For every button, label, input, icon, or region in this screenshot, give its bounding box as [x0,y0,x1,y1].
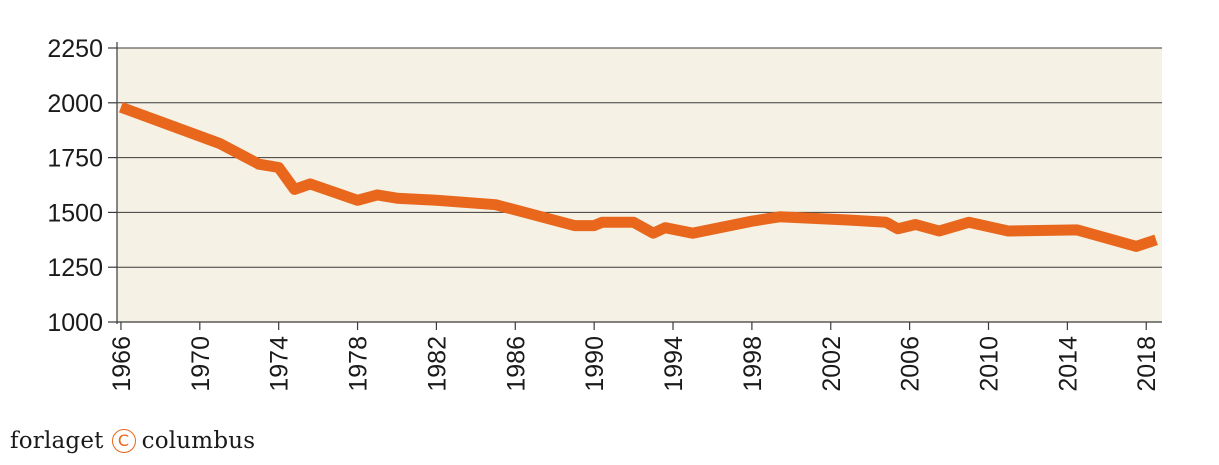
series-line [119,102,1158,252]
publisher-name-right: columbus [141,428,256,454]
x-tick-label: 2002 [818,336,846,392]
y-axis-ticks: 1000 1250 1500 1750 2000 2250 [47,35,117,337]
line-chart: 1000 1250 1500 1750 2000 2250 1966 1970 1974 197… [47,35,1162,392]
x-axis-ticks: 1966 1970 1974 1978 1982 1986 1990 1994 1998 2002… [108,322,1161,392]
x-tick-label: 2006 [897,336,925,392]
x-tick-label: 1966 [108,336,136,392]
y-tick-label: 1500 [47,199,103,227]
axes [116,42,1162,324]
y-tick-label: 1750 [47,145,103,173]
y-tick-label: 2000 [47,90,103,118]
x-tick-label: 2018 [1133,336,1161,392]
x-tick-label: 1998 [739,336,767,392]
copyright-icon: C [111,429,136,453]
x-tick-label: 1990 [581,336,609,392]
x-tick-label: 1978 [345,336,373,392]
y-tick-label: 1000 [47,309,103,337]
publisher-name-left: forlaget [10,428,104,454]
plot-area [117,48,1162,322]
x-tick-label: 2014 [1054,336,1082,392]
x-tick-label: 2010 [975,336,1003,392]
x-tick-label: 1970 [187,336,215,392]
x-tick-label: 1974 [266,336,294,392]
y-tick-label: 1250 [47,254,103,282]
y-tick-label: 2250 [47,35,103,63]
x-tick-label: 1982 [423,336,451,392]
publisher-footer: forlaget C columbus [10,428,255,454]
series-group [119,102,1158,252]
x-tick-label: 1986 [502,336,530,392]
x-tick-label: 1994 [660,336,688,392]
